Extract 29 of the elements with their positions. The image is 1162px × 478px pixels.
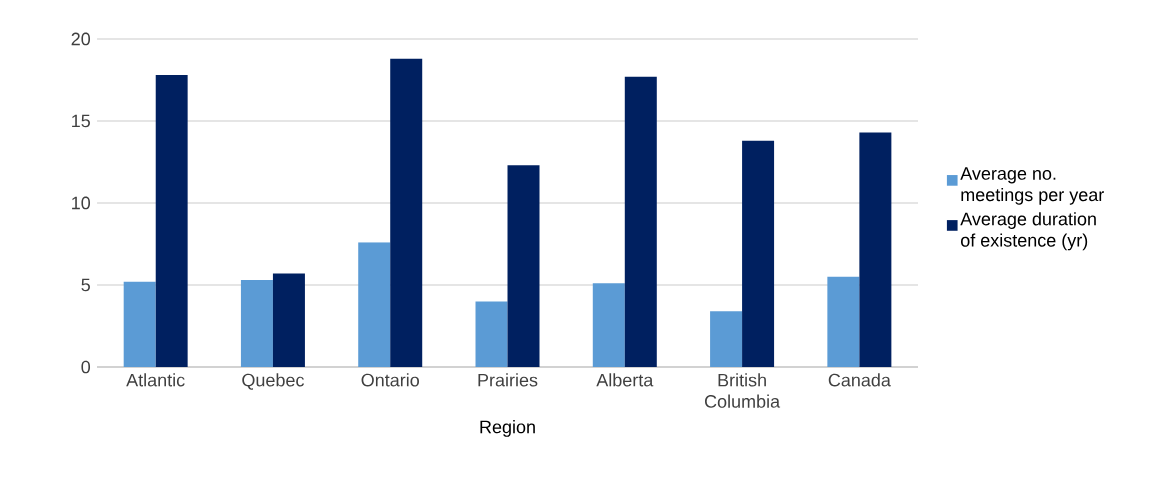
bar bbox=[507, 165, 540, 367]
y-tick-label: 15 bbox=[72, 114, 90, 128]
bar bbox=[240, 280, 273, 367]
y-tick-label: 5 bbox=[81, 278, 90, 292]
x-tick-label: Canada bbox=[828, 373, 891, 387]
x-axis-title: Region bbox=[480, 420, 535, 437]
x-tick-label: British Columbia bbox=[704, 373, 781, 408]
y-tick-label: 10 bbox=[72, 196, 91, 210]
x-tick-label: Quebec bbox=[242, 373, 304, 390]
y-tick-label: 0 bbox=[81, 360, 91, 374]
bar bbox=[592, 283, 625, 367]
bar bbox=[123, 281, 156, 367]
bar bbox=[827, 276, 860, 367]
bar bbox=[155, 75, 188, 367]
legend-label: Average no. meetings per year bbox=[960, 167, 1104, 205]
legend-label: Average duration of existence (yr) bbox=[960, 212, 1096, 251]
bar bbox=[710, 311, 743, 367]
x-tick-label: Alberta bbox=[596, 373, 654, 387]
bar bbox=[272, 273, 305, 367]
bar bbox=[624, 76, 657, 367]
x-tick-label: Prairies bbox=[478, 373, 538, 387]
x-tick-label: Ontario bbox=[361, 373, 419, 387]
bar bbox=[859, 132, 892, 367]
bar bbox=[742, 140, 775, 367]
x-tick-label: Atlantic bbox=[126, 373, 185, 387]
y-tick-label: 20 bbox=[71, 32, 91, 46]
bar bbox=[475, 301, 508, 367]
bar bbox=[390, 58, 423, 367]
bar bbox=[358, 242, 391, 367]
